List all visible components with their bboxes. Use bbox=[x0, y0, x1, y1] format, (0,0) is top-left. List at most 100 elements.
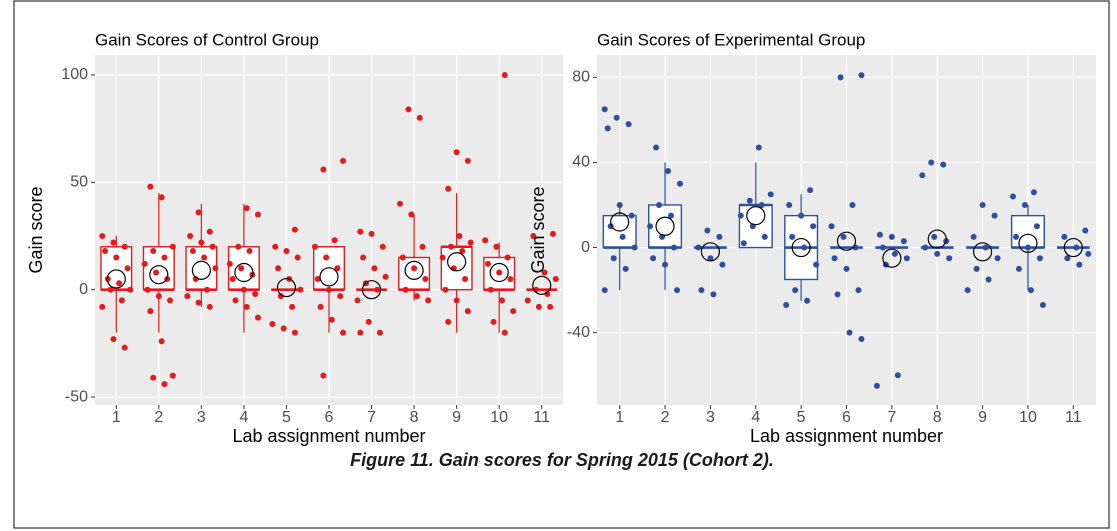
point bbox=[919, 172, 926, 179]
point bbox=[411, 265, 418, 272]
point bbox=[110, 336, 117, 343]
mean bbox=[191, 260, 211, 280]
point bbox=[357, 228, 364, 235]
point bbox=[761, 233, 768, 240]
point bbox=[991, 212, 998, 219]
point bbox=[628, 212, 635, 219]
point bbox=[807, 187, 814, 194]
point bbox=[740, 240, 747, 247]
point bbox=[116, 280, 123, 287]
point bbox=[498, 297, 505, 304]
point bbox=[810, 223, 817, 230]
x-tick-label: 5 bbox=[797, 409, 806, 426]
point bbox=[311, 243, 318, 250]
point bbox=[334, 265, 341, 272]
y-tick-label: 40 bbox=[572, 154, 590, 171]
point bbox=[544, 290, 551, 297]
point bbox=[625, 121, 632, 128]
point bbox=[203, 286, 210, 293]
point bbox=[408, 211, 415, 218]
point bbox=[873, 382, 880, 389]
point bbox=[192, 275, 199, 282]
point bbox=[419, 243, 426, 250]
y-tick-label: 0 bbox=[79, 281, 88, 298]
point bbox=[792, 287, 799, 294]
x-tick-label: 6 bbox=[842, 409, 851, 426]
mean bbox=[532, 275, 552, 295]
y-axis-title: Gain score bbox=[26, 186, 46, 273]
point bbox=[110, 239, 117, 246]
point bbox=[552, 275, 559, 282]
point bbox=[900, 238, 907, 245]
point bbox=[121, 344, 128, 351]
point bbox=[719, 261, 726, 268]
point bbox=[671, 244, 678, 251]
point bbox=[314, 275, 321, 282]
y-tick-label: 80 bbox=[572, 69, 590, 86]
point bbox=[317, 303, 324, 310]
point bbox=[291, 226, 298, 233]
point bbox=[456, 233, 463, 240]
point bbox=[365, 318, 372, 325]
point bbox=[127, 286, 134, 293]
point bbox=[269, 321, 276, 328]
box bbox=[185, 246, 218, 291]
point bbox=[631, 244, 638, 251]
x-tick-label: 9 bbox=[452, 409, 461, 426]
point bbox=[206, 228, 213, 235]
point bbox=[337, 293, 344, 300]
point bbox=[1033, 223, 1040, 230]
point bbox=[837, 74, 844, 81]
point bbox=[530, 233, 537, 240]
point bbox=[445, 185, 452, 192]
point bbox=[416, 114, 423, 121]
point bbox=[891, 250, 898, 257]
point bbox=[767, 191, 774, 198]
point bbox=[320, 166, 327, 173]
point bbox=[240, 286, 247, 293]
point bbox=[1024, 244, 1031, 251]
point bbox=[280, 325, 287, 332]
point bbox=[340, 157, 347, 164]
point bbox=[1085, 250, 1092, 257]
mean bbox=[972, 242, 993, 262]
point bbox=[549, 230, 556, 237]
x-tick-label: 2 bbox=[661, 409, 670, 426]
point bbox=[746, 197, 753, 204]
point bbox=[118, 297, 125, 304]
point bbox=[277, 293, 284, 300]
point bbox=[195, 299, 202, 306]
point bbox=[828, 223, 835, 230]
point bbox=[501, 329, 508, 336]
point bbox=[229, 275, 236, 282]
point bbox=[755, 144, 762, 151]
point bbox=[946, 255, 953, 262]
y-tick-label: 50 bbox=[70, 174, 88, 191]
point bbox=[789, 233, 796, 240]
point bbox=[187, 233, 194, 240]
point bbox=[716, 233, 723, 240]
point bbox=[668, 212, 675, 219]
point bbox=[144, 286, 151, 293]
x-tick-label: 8 bbox=[410, 409, 419, 426]
point bbox=[695, 244, 702, 251]
point bbox=[601, 287, 608, 294]
x-axis-title: Lab assignment number bbox=[750, 426, 943, 446]
point bbox=[397, 200, 404, 207]
point bbox=[843, 265, 850, 272]
point bbox=[601, 106, 608, 113]
point bbox=[374, 286, 381, 293]
point bbox=[541, 269, 548, 276]
mean bbox=[404, 260, 424, 280]
point bbox=[371, 265, 378, 272]
y-tick-label: 0 bbox=[581, 239, 590, 256]
point bbox=[982, 244, 989, 251]
point bbox=[467, 239, 474, 246]
mean bbox=[836, 231, 857, 251]
point bbox=[510, 308, 517, 315]
point bbox=[604, 125, 611, 132]
point bbox=[973, 265, 980, 272]
point bbox=[161, 381, 168, 388]
point bbox=[801, 244, 808, 251]
